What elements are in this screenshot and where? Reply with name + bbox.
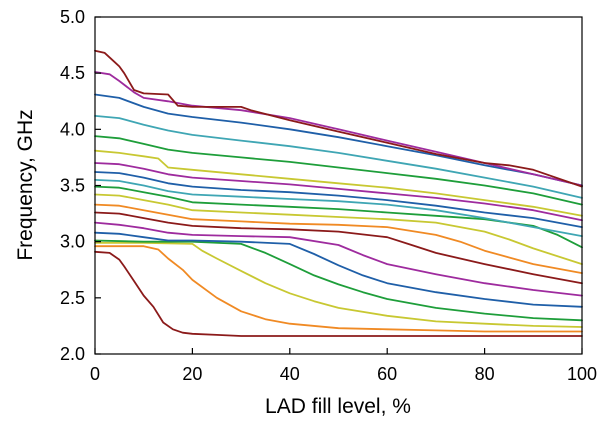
series-line-7 [94, 211, 583, 285]
series-line-1 [94, 250, 583, 337]
y-tick-label: 2.5 [60, 288, 85, 308]
y-tick-label: 2.0 [60, 344, 85, 364]
x-tick-label: 100 [567, 364, 597, 384]
series-layer [94, 49, 583, 337]
series-line-4 [94, 239, 583, 322]
y-tick-label: 5.0 [60, 7, 85, 27]
series-line-15 [94, 135, 583, 206]
y-tick-label: 4.5 [60, 63, 85, 83]
series-line-13 [94, 162, 583, 222]
y-axis-title: Frequency, GHz [14, 109, 37, 260]
ticks-layer: 0 20 40 60 80 100 2.0 2.5 3.0 3.5 4.0 4.5 5.0 [60, 7, 597, 384]
series-line-12 [94, 171, 583, 228]
x-tick-label: 60 [377, 364, 397, 384]
x-tick-label: 80 [475, 364, 495, 384]
plot-frame [94, 16, 583, 355]
series-line-11 [94, 179, 583, 237]
series-line-14 [94, 149, 583, 217]
y-tick-label: 4.0 [60, 119, 85, 139]
series-line-8 [94, 203, 583, 274]
series-line-6 [94, 221, 583, 297]
series-line-18 [94, 71, 583, 187]
series-line-3 [94, 241, 583, 328]
y-tick-label: 3.0 [60, 232, 85, 252]
x-axis-title: LAD fill level, % [265, 395, 411, 418]
series-line-19 [94, 49, 583, 188]
x-tick-label: 0 [90, 364, 100, 384]
axes-layer [94, 16, 583, 355]
y-tick-label: 3.5 [60, 176, 85, 196]
x-tick-label: 20 [182, 364, 202, 384]
series-line-5 [94, 231, 583, 308]
series-line-9 [94, 193, 583, 265]
series-line-16 [94, 115, 583, 199]
series-line-2 [94, 245, 583, 333]
x-tick-label: 40 [280, 364, 300, 384]
series-line-17 [94, 93, 583, 187]
